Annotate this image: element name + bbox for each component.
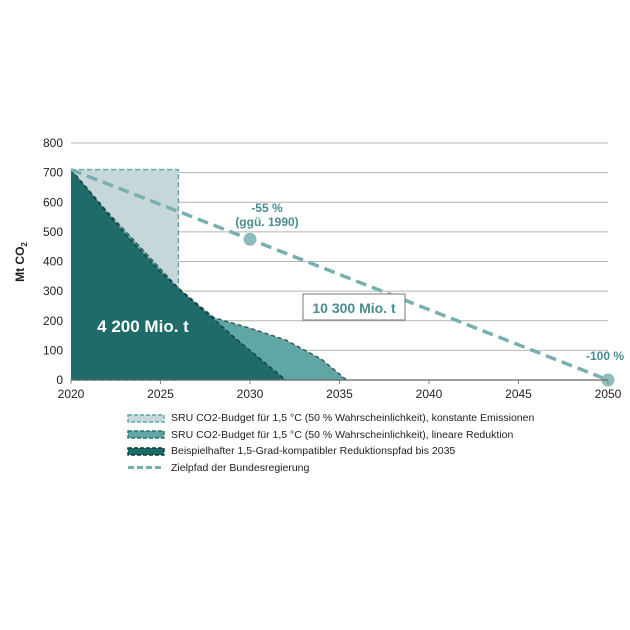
areas — [70, 168, 348, 381]
x-tick-label-2035: 2035 — [326, 387, 353, 401]
annotation-budget-target: 10 300 Mio. t — [312, 300, 396, 316]
area-example-path-outline — [70, 169, 287, 381]
y-axis-label: Mt CO2 — [13, 242, 29, 282]
annotation-budget-constant: 4 200 Mio. t — [97, 317, 189, 336]
annotation-pct-2030-note: (ggü. 1990) — [235, 215, 298, 229]
legend-label-target-path: Zielpfad der Bundesregierung — [171, 461, 310, 474]
legend-swatch-target-path — [128, 466, 164, 470]
annotation-budget-target-box — [302, 293, 406, 321]
y-tick-label-0: 0 — [56, 373, 63, 387]
y-tick-label-700: 700 — [43, 166, 63, 180]
x-tick-label-2045: 2045 — [505, 387, 532, 401]
y-axis-label-subscript: 2 — [20, 242, 29, 247]
legend-label-example: Beispielhafter 1,5-Grad-kompatibler Redu… — [171, 445, 456, 458]
legend-label-constant: SRU CO2-Budget für 1,5 °C (50 % Wahrsche… — [171, 412, 535, 425]
x-tick-label-2050: 2050 — [595, 387, 622, 401]
tick-labels: 0 100 200 300 400 500 600 700 800 2020 2025 2030 203… — [43, 136, 622, 401]
area-example-path — [71, 169, 286, 380]
annotation-pct-2030: -55 % — [251, 201, 283, 215]
legend-swatch-linear — [127, 430, 165, 439]
x-tick-label-2030: 2030 — [237, 387, 264, 401]
y-tick-label-200: 200 — [43, 314, 63, 328]
area-linear-reduction-outline — [70, 169, 348, 381]
legend: SRU CO2-Budget für 1,5 °C (50 % Wahrsche… — [127, 410, 534, 476]
legend-swatch-example — [127, 447, 165, 456]
legend-item-target-path: Zielpfad der Bundesregierung — [127, 460, 534, 477]
x-tick-label-2025: 2025 — [147, 387, 174, 401]
axes — [70, 379, 609, 384]
legend-item-constant: SRU CO2-Budget für 1,5 °C (50 % Wahrsche… — [127, 410, 534, 427]
marker-point-0 — [243, 232, 257, 246]
y-tick-label-300: 300 — [43, 284, 63, 298]
y-tick-label-500: 500 — [43, 225, 63, 239]
x-tick-label-2020: 2020 — [58, 387, 85, 401]
legend-item-linear: SRU CO2-Budget für 1,5 °C (50 % Wahrsche… — [127, 427, 534, 444]
annotation-pct-2050: -100 % — [586, 349, 624, 363]
legend-label-linear: SRU CO2-Budget für 1,5 °C (50 % Wahrsche… — [171, 428, 514, 441]
y-tick-label-600: 600 — [43, 195, 63, 209]
y-tick-label-100: 100 — [43, 343, 63, 357]
y-tick-label-400: 400 — [43, 255, 63, 269]
legend-item-example: Beispielhafter 1,5-Grad-kompatibler Redu… — [127, 443, 534, 460]
y-tick-label-800: 800 — [43, 136, 63, 150]
x-tick-label-2040: 2040 — [416, 387, 443, 401]
y-axis-label-main: Mt CO — [13, 247, 27, 282]
legend-swatch-constant — [127, 414, 165, 423]
